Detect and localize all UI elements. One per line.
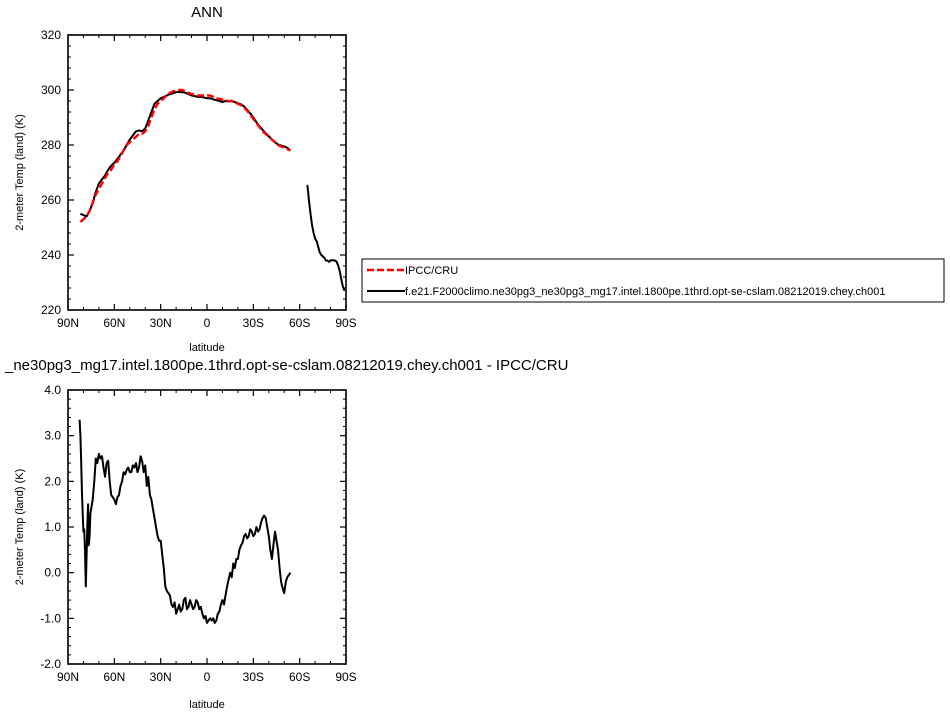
- y-axis-label-top: 2-meter Temp (land) (K): [14, 114, 26, 231]
- y-tick-label: 3.0: [44, 429, 61, 443]
- x-tick-label: 0: [204, 316, 211, 330]
- x-tick-label: 90N: [57, 670, 79, 684]
- y-tick-label: 0.0: [44, 566, 61, 580]
- chart-title-difference: _ne30pg3_mg17.intel.1800pe.1thrd.opt-se-…: [4, 357, 568, 374]
- y-tick-label: -1.0: [40, 611, 61, 625]
- series-group-bottom: [78, 419, 292, 624]
- x-axis-ticks-bottom: 90N 60N 30N 0 30S 60S 90S: [57, 390, 357, 684]
- y-tick-label: 2.0: [44, 474, 61, 488]
- series-line-model-run: [306, 184, 346, 292]
- y-tick-label: 4.0: [44, 383, 61, 397]
- x-tick-label: 90S: [335, 316, 356, 330]
- x-tick-label: 30S: [243, 316, 264, 330]
- x-tick-label: 30N: [150, 670, 172, 684]
- legend-label-model-run: f.e21.F2000climo.ne30pg3_ne30pg3_mg17.in…: [405, 286, 885, 298]
- y-tick-label: 260: [41, 193, 61, 207]
- x-tick-label: 90S: [335, 670, 356, 684]
- bottom-panel-difference: _ne30pg3_mg17.intel.1800pe.1thrd.opt-se-…: [4, 357, 568, 711]
- y-axis-ticks-top: 220 240 260 280 300 320: [41, 28, 346, 317]
- x-tick-label: 30S: [243, 670, 264, 684]
- y-axis-ticks-bottom: -2.0 -1.0 0.0 1.0 2.0 3.0 4.0: [40, 383, 346, 671]
- x-tick-label: 60N: [103, 670, 125, 684]
- x-tick-label: 60N: [103, 316, 125, 330]
- series-line-ipcc-cru: [79, 88, 291, 223]
- y-tick-label: 280: [41, 138, 61, 152]
- legend-box: [361, 258, 945, 303]
- y-tick-label: 1.0: [44, 520, 61, 534]
- x-axis-label-top: latitude: [189, 342, 224, 354]
- x-tick-label: 0: [204, 670, 211, 684]
- x-tick-label: 60S: [289, 316, 310, 330]
- x-tick-label: 30N: [150, 316, 172, 330]
- y-axis-label-bottom: 2-meter Temp (land) (K): [14, 469, 26, 586]
- y-tick-label: 220: [41, 303, 61, 317]
- x-axis-label-bottom: latitude: [189, 699, 224, 711]
- chart-title-ann: ANN: [191, 4, 223, 21]
- legend-label-ipcc-cru: IPCC/CRU: [405, 265, 458, 277]
- series-line-difference: [78, 419, 292, 624]
- x-tick-label: 90N: [57, 316, 79, 330]
- y-tick-label: 240: [41, 248, 61, 262]
- legend: IPCC/CRU f.e21.F2000climo.ne30pg3_ne30pg…: [361, 258, 945, 303]
- y-tick-label: 320: [41, 28, 61, 42]
- series-group-top: [79, 88, 346, 292]
- x-tick-label: 60S: [289, 670, 310, 684]
- x-axis-ticks-top: 90N 60N 30N 0 30S 60S 90S: [57, 35, 357, 330]
- plot-frame-top: [67, 34, 347, 311]
- series-line-model-run: [80, 90, 292, 218]
- y-tick-label: -2.0: [40, 657, 61, 671]
- y-tick-label: 300: [41, 83, 61, 97]
